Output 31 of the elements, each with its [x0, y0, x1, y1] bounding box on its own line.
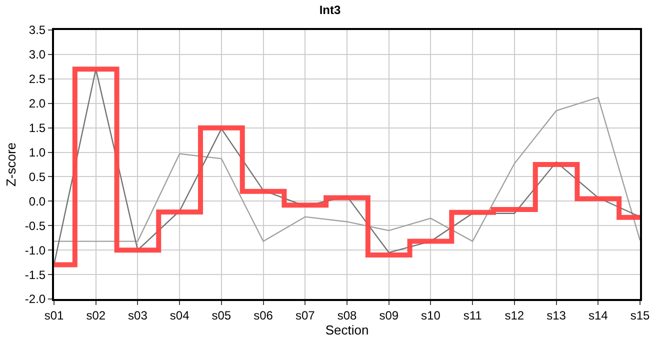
- x-tick-label: s03: [128, 308, 148, 322]
- y-tick-label: 2.0: [28, 96, 46, 111]
- x-axis-title: Section: [325, 322, 369, 338]
- x-tick-label: s09: [379, 308, 399, 322]
- x-tick-label: s12: [504, 308, 524, 322]
- y-axis-title: Z-score: [3, 142, 18, 187]
- x-tick-label: s10: [421, 308, 441, 322]
- y-tick-label: -1.5: [24, 268, 46, 282]
- y-tick-label: -0.5: [24, 218, 46, 233]
- x-tick-label: s01: [44, 308, 64, 322]
- y-tick-label: 3.0: [28, 48, 46, 62]
- chart-title: Int3: [319, 2, 341, 17]
- y-tick-label: 3.5: [28, 23, 46, 38]
- y-tick-label: -2.0: [24, 292, 46, 306]
- x-tick-label: s15: [630, 308, 650, 322]
- x-tick-label: s11: [463, 308, 482, 322]
- y-tick-label: 2.5: [28, 72, 46, 86]
- x-tick-label: s04: [170, 308, 190, 322]
- y-tick-label: -1.0: [24, 243, 46, 258]
- y-tick-label: 0.5: [28, 170, 46, 184]
- x-tick-label: s02: [86, 308, 106, 322]
- line-series: [54, 96, 640, 242]
- x-tick-label: s06: [254, 308, 274, 322]
- x-tick-label: s08: [337, 308, 357, 322]
- x-tick-label: s14: [588, 308, 608, 322]
- x-tick-label: s07: [295, 308, 316, 322]
- x-tick-label: s05: [212, 308, 232, 322]
- y-tick-label: 1.5: [28, 121, 46, 136]
- y-tick-label: 1.0: [28, 145, 46, 160]
- x-tick-label: s13: [546, 308, 566, 322]
- y-tick-label: 0.0: [28, 194, 46, 208]
